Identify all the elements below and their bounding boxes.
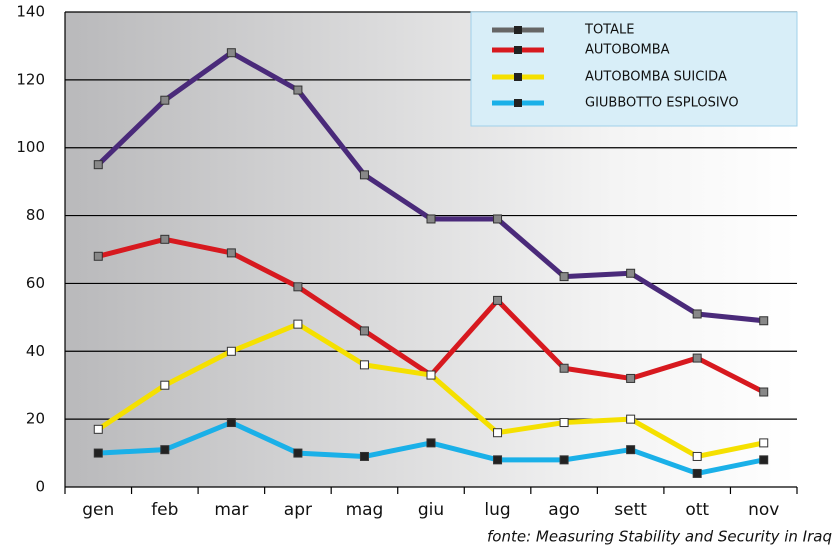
point xyxy=(692,309,702,319)
point xyxy=(692,353,702,363)
legend-label: AUTOBOMBA xyxy=(585,43,670,58)
point xyxy=(293,448,303,458)
point xyxy=(293,282,303,292)
x-tick-label: ago xyxy=(548,500,580,520)
y-tick-label: 80 xyxy=(26,206,45,224)
point xyxy=(93,448,103,458)
legend-marker xyxy=(514,46,522,54)
point xyxy=(426,438,436,448)
point xyxy=(692,451,702,461)
x-tick-label: gen xyxy=(82,500,114,520)
point xyxy=(493,295,503,305)
y-tick-label: 120 xyxy=(16,70,45,88)
point xyxy=(226,418,236,428)
point xyxy=(759,387,769,397)
y-tick-label: 40 xyxy=(26,342,45,360)
point xyxy=(426,214,436,224)
y-tick-label: 0 xyxy=(35,478,45,496)
point xyxy=(359,326,369,336)
point xyxy=(559,363,569,373)
x-tick-label: ott xyxy=(685,500,709,520)
point xyxy=(93,251,103,261)
legend-marker xyxy=(514,26,522,34)
point xyxy=(226,346,236,356)
x-tick-label: apr xyxy=(284,500,312,520)
point xyxy=(226,248,236,258)
x-tick-label: feb xyxy=(151,500,178,520)
point xyxy=(759,455,769,465)
y-tick-label: 60 xyxy=(26,274,45,292)
x-tick-label: nov xyxy=(748,500,779,520)
y-tick-label: 140 xyxy=(16,3,45,21)
point xyxy=(759,316,769,326)
point xyxy=(559,455,569,465)
point xyxy=(160,445,170,455)
legend-marker xyxy=(514,73,522,81)
point xyxy=(626,445,636,455)
point xyxy=(359,360,369,370)
y-tick-label: 20 xyxy=(26,410,45,428)
point xyxy=(692,468,702,478)
point xyxy=(93,424,103,434)
source: fonte: Measuring Stability and Security … xyxy=(487,528,832,546)
point xyxy=(160,380,170,390)
x-tick-label: mag xyxy=(346,500,384,520)
point xyxy=(226,48,236,58)
point xyxy=(493,455,503,465)
x-tick-label: giu xyxy=(418,500,444,520)
point xyxy=(626,414,636,424)
x-tick-label: sett xyxy=(614,500,647,520)
point xyxy=(293,319,303,329)
point xyxy=(160,234,170,244)
point xyxy=(759,438,769,448)
point xyxy=(493,214,503,224)
x-tick-label: lug xyxy=(484,500,510,520)
legend-label: TOTALE xyxy=(584,23,634,38)
point xyxy=(293,85,303,95)
point xyxy=(559,418,569,428)
point xyxy=(359,170,369,180)
point xyxy=(426,370,436,380)
point xyxy=(93,160,103,170)
x-tick-label: mar xyxy=(214,500,248,520)
point xyxy=(559,272,569,282)
y-tick-label: 100 xyxy=(16,138,45,156)
legend-marker xyxy=(514,99,522,107)
point xyxy=(626,373,636,383)
point xyxy=(359,451,369,461)
point xyxy=(160,95,170,105)
legend-label: GIUBBOTTO ESPLOSIVO xyxy=(585,96,739,111)
point xyxy=(626,268,636,278)
legend-label: AUTOBOMBA SUICIDA xyxy=(585,70,727,85)
point xyxy=(493,428,503,438)
